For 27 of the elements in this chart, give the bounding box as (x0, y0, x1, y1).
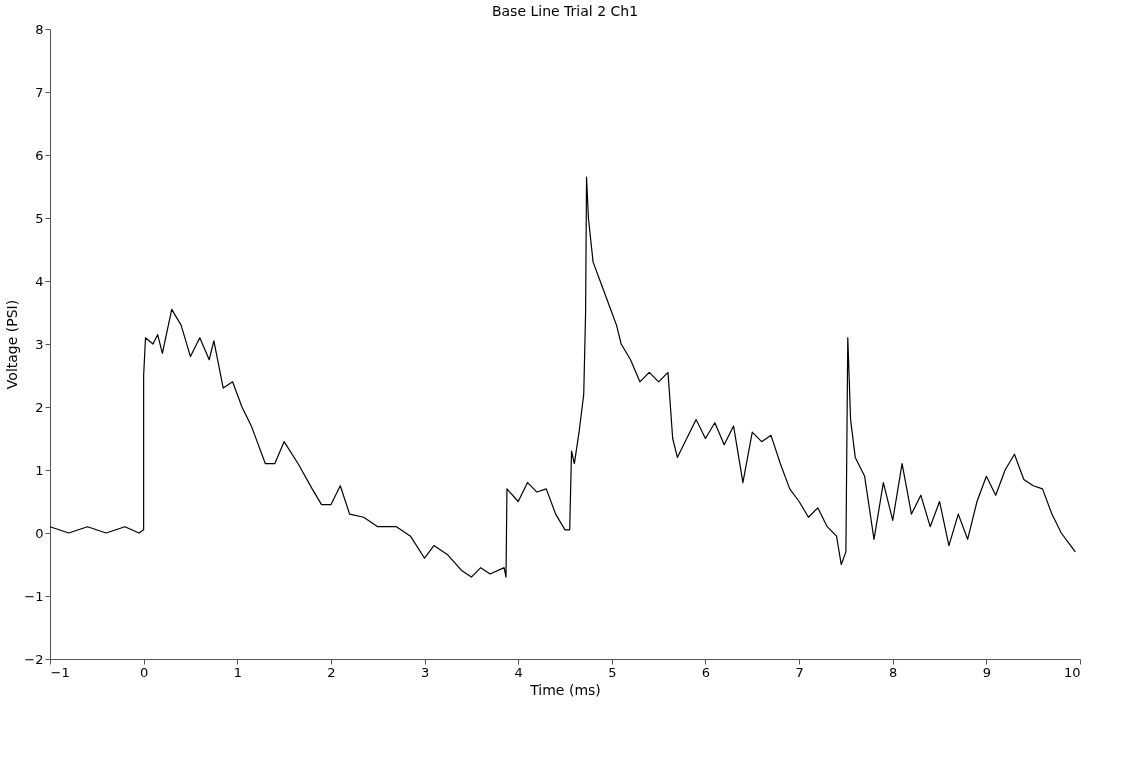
y-tick-label: 5 (35, 210, 44, 226)
y-axis-title: Voltage (PSI) (4, 299, 21, 390)
x-tick-label: 9 (982, 664, 991, 680)
y-tick-label: 8 (35, 21, 44, 37)
x-tick-label: 3 (420, 664, 430, 680)
x-tick-label: −1 (50, 664, 70, 680)
y-tick-label: 4 (35, 273, 44, 289)
x-tick-label: 2 (327, 664, 336, 680)
x-tick-label: 10 (1063, 664, 1081, 680)
y-tick-label: 6 (35, 147, 44, 163)
x-tick-label: 7 (795, 664, 804, 680)
y-tick-label: 1 (35, 462, 44, 478)
x-tick-label: 5 (608, 664, 617, 680)
y-tick-label: −2 (24, 651, 44, 667)
y-tick-label: −1 (24, 588, 44, 604)
x-tick-label: 6 (701, 664, 711, 680)
y-tick-label: 0 (35, 525, 44, 541)
x-tick-label: 8 (889, 664, 898, 680)
y-tick-label: 7 (35, 84, 44, 100)
x-tick-label: 4 (514, 664, 523, 680)
line-series (49, 176, 1076, 578)
x-axis-title: Time (ms) (529, 681, 601, 698)
chart-title: Base Line Trial 2 Ch1 (491, 3, 639, 19)
y-tick-label: 3 (35, 336, 44, 352)
x-tick-label: 0 (140, 664, 149, 680)
x-tick-label: 1 (233, 664, 242, 680)
y-tick-label: 2 (35, 399, 44, 415)
